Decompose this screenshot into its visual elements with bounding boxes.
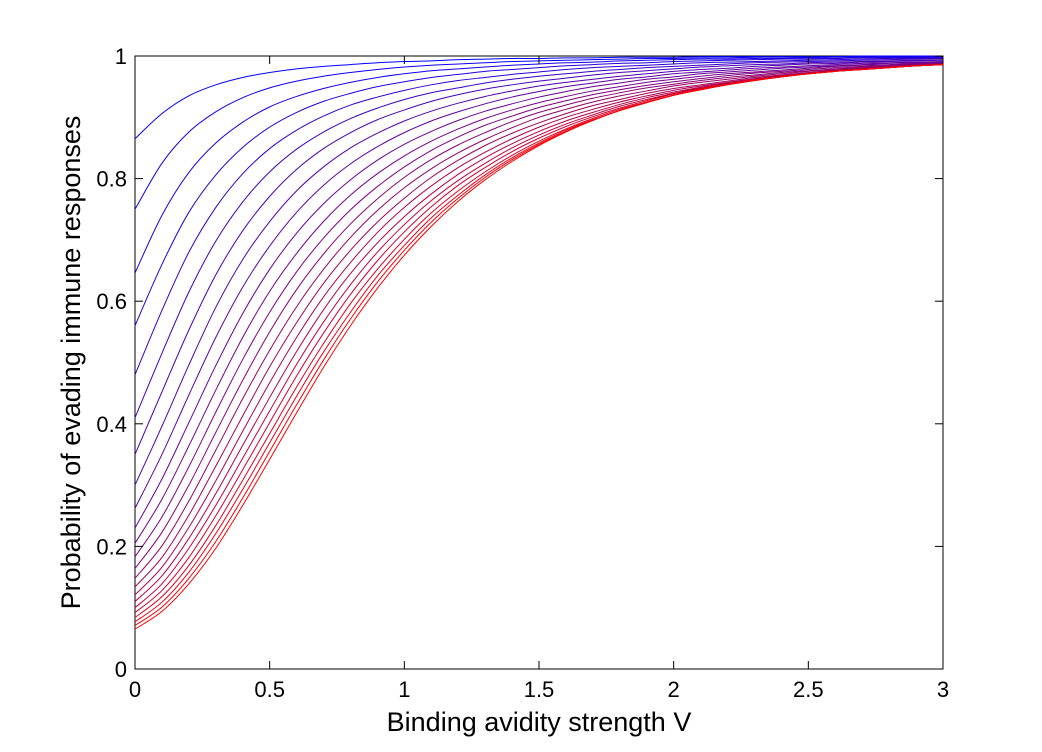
plot-area [134, 55, 944, 670]
x-tick-label: 1.5 [524, 677, 555, 702]
y-tick-label: 1 [115, 44, 127, 69]
x-axis-label: Binding avidity strength V [387, 707, 692, 737]
x-tick-label: 0 [129, 677, 141, 702]
y-tick-label: 0.6 [96, 289, 127, 314]
y-tick-label: 0.4 [96, 412, 127, 437]
x-tick-label: 0.5 [254, 677, 285, 702]
y-axis-label: Probability of evading immune responses [56, 116, 86, 610]
series-line-13 [134, 63, 944, 569]
axis-ticks: 0 0.5 1 1.5 2 2.5 3 0 0.2 0.4 0.6 0.8 1 [96, 44, 949, 702]
x-tick-label: 3 [937, 677, 949, 702]
plot-box [134, 55, 944, 670]
y-tick-label: 0.8 [96, 167, 127, 192]
series-lines [134, 55, 944, 630]
x-tick-label: 1 [398, 677, 410, 702]
series-line-12 [134, 62, 944, 558]
x-tick-label: 2 [668, 677, 680, 702]
series-line-11 [134, 62, 944, 544]
series-line-23 [134, 64, 944, 630]
series-line-16 [134, 64, 944, 596]
x-tick-label: 2.5 [793, 677, 824, 702]
y-tick-label: 0 [115, 657, 127, 682]
series-line-15 [134, 64, 944, 588]
y-tick-label: 0.2 [96, 534, 127, 559]
series-line-9 [134, 61, 944, 509]
series-line-10 [134, 61, 944, 529]
series-line-14 [134, 63, 944, 579]
